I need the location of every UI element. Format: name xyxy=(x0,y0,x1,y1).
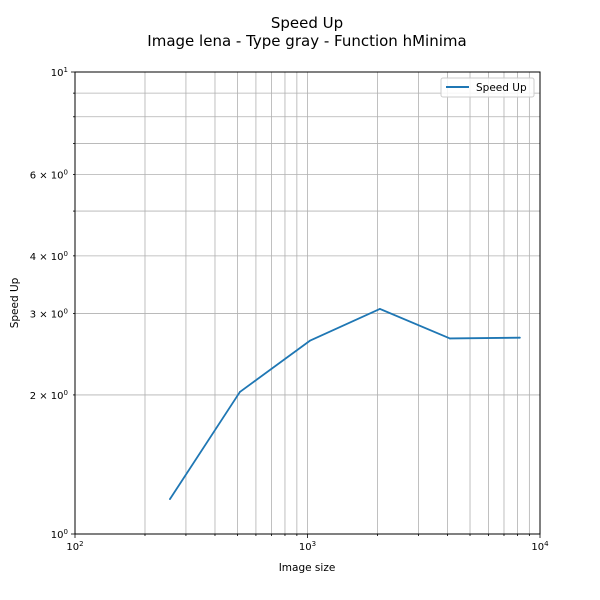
y-tick-label: 101 xyxy=(51,66,68,79)
series-line-speed-up xyxy=(169,308,520,500)
x-tick-exponent: 4 xyxy=(544,540,549,548)
y-tick-exponent: 1 xyxy=(64,66,68,74)
y-tick-base: 6 × 10 xyxy=(30,170,64,181)
chart-title: Speed Up xyxy=(271,14,343,32)
y-tick-label: 6 × 100 xyxy=(30,168,68,181)
x-axis-label: Image size xyxy=(279,562,336,574)
series-layer xyxy=(169,308,521,500)
y-tick-exponent: 0 xyxy=(64,308,68,316)
y-tick-label: 3 × 100 xyxy=(30,308,68,321)
y-tick-label: 2 × 100 xyxy=(30,389,68,402)
x-tick-base: 10 xyxy=(299,542,312,553)
data-point xyxy=(518,336,521,339)
legend-label: Speed Up xyxy=(476,82,527,94)
x-tick-exponent: 3 xyxy=(312,540,316,548)
data-point xyxy=(169,498,171,500)
legend-box xyxy=(440,77,535,98)
legend: Speed Up xyxy=(440,77,535,98)
data-point xyxy=(378,308,381,310)
data-point xyxy=(239,391,241,393)
y-tick-exponent: 0 xyxy=(64,528,68,536)
chart-subtitle: Image lena - Type gray - Function hMinim… xyxy=(147,32,466,50)
x-tick-exponent: 2 xyxy=(79,540,83,548)
grid-lines xyxy=(74,71,541,535)
y-tick-base: 2 × 10 xyxy=(30,391,64,402)
x-tick-label: 102 xyxy=(66,540,83,553)
y-tick-label: 100 xyxy=(51,528,68,541)
x-tick-labels: 102 103 104 xyxy=(66,540,549,553)
x-tick-label: 104 xyxy=(531,540,549,553)
y-tick-exponent: 0 xyxy=(64,389,68,397)
y-tick-exponent: 0 xyxy=(64,250,68,258)
data-point xyxy=(308,339,311,342)
axis-ticks xyxy=(71,71,541,538)
y-tick-label: 4 × 100 xyxy=(30,250,68,263)
y-axis-label: Speed Up xyxy=(9,277,21,328)
y-tick-base: 3 × 10 xyxy=(30,310,64,321)
x-tick-label: 103 xyxy=(299,540,316,553)
x-tick-base: 10 xyxy=(531,542,544,553)
y-tick-base: 4 × 10 xyxy=(30,252,64,263)
x-tick-base: 10 xyxy=(66,542,79,553)
y-tick-base: 10 xyxy=(51,530,64,541)
data-point xyxy=(448,337,451,340)
y-tick-base: 10 xyxy=(51,68,64,79)
y-tick-exponent: 0 xyxy=(64,168,68,176)
